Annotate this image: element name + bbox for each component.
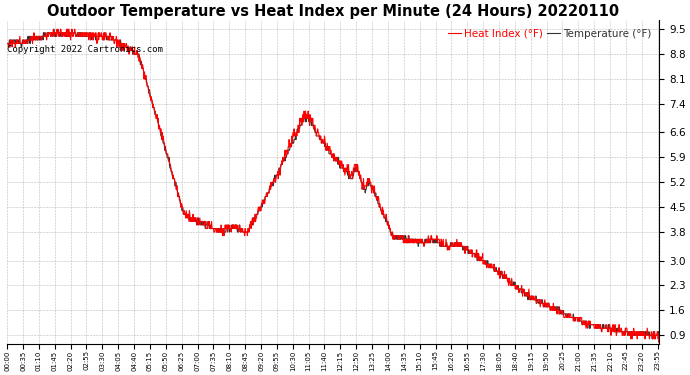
- Temperature (°F): [132, 52, 141, 56]
- Heat Index (°F): [49, 27, 57, 32]
- Heat Index (°F): [221, 226, 230, 231]
- Temperature (°F): [656, 333, 664, 338]
- Text: Copyright 2022 Cartronics.com: Copyright 2022 Cartronics.com: [7, 45, 163, 54]
- Heat Index (°F): [578, 322, 586, 327]
- Legend: Heat Index (°F), Temperature (°F): Heat Index (°F), Temperature (°F): [448, 29, 651, 39]
- Line: Heat Index (°F): Heat Index (°F): [7, 29, 660, 342]
- Heat Index (°F): [521, 290, 529, 295]
- Temperature (°F): [50, 27, 58, 32]
- Heat Index (°F): [435, 240, 444, 245]
- Heat Index (°F): [132, 48, 141, 53]
- Temperature (°F): [435, 240, 444, 245]
- Temperature (°F): [578, 322, 586, 327]
- Temperature (°F): [648, 337, 656, 341]
- Temperature (°F): [3, 41, 11, 46]
- Heat Index (°F): [656, 337, 664, 341]
- Heat Index (°F): [655, 340, 663, 345]
- Line: Temperature (°F): Temperature (°F): [7, 29, 660, 339]
- Temperature (°F): [148, 102, 157, 106]
- Title: Outdoor Temperature vs Heat Index per Minute (24 Hours) 20220110: Outdoor Temperature vs Heat Index per Mi…: [47, 4, 620, 19]
- Heat Index (°F): [3, 41, 11, 46]
- Temperature (°F): [221, 230, 230, 234]
- Heat Index (°F): [148, 105, 157, 110]
- Temperature (°F): [521, 294, 529, 298]
